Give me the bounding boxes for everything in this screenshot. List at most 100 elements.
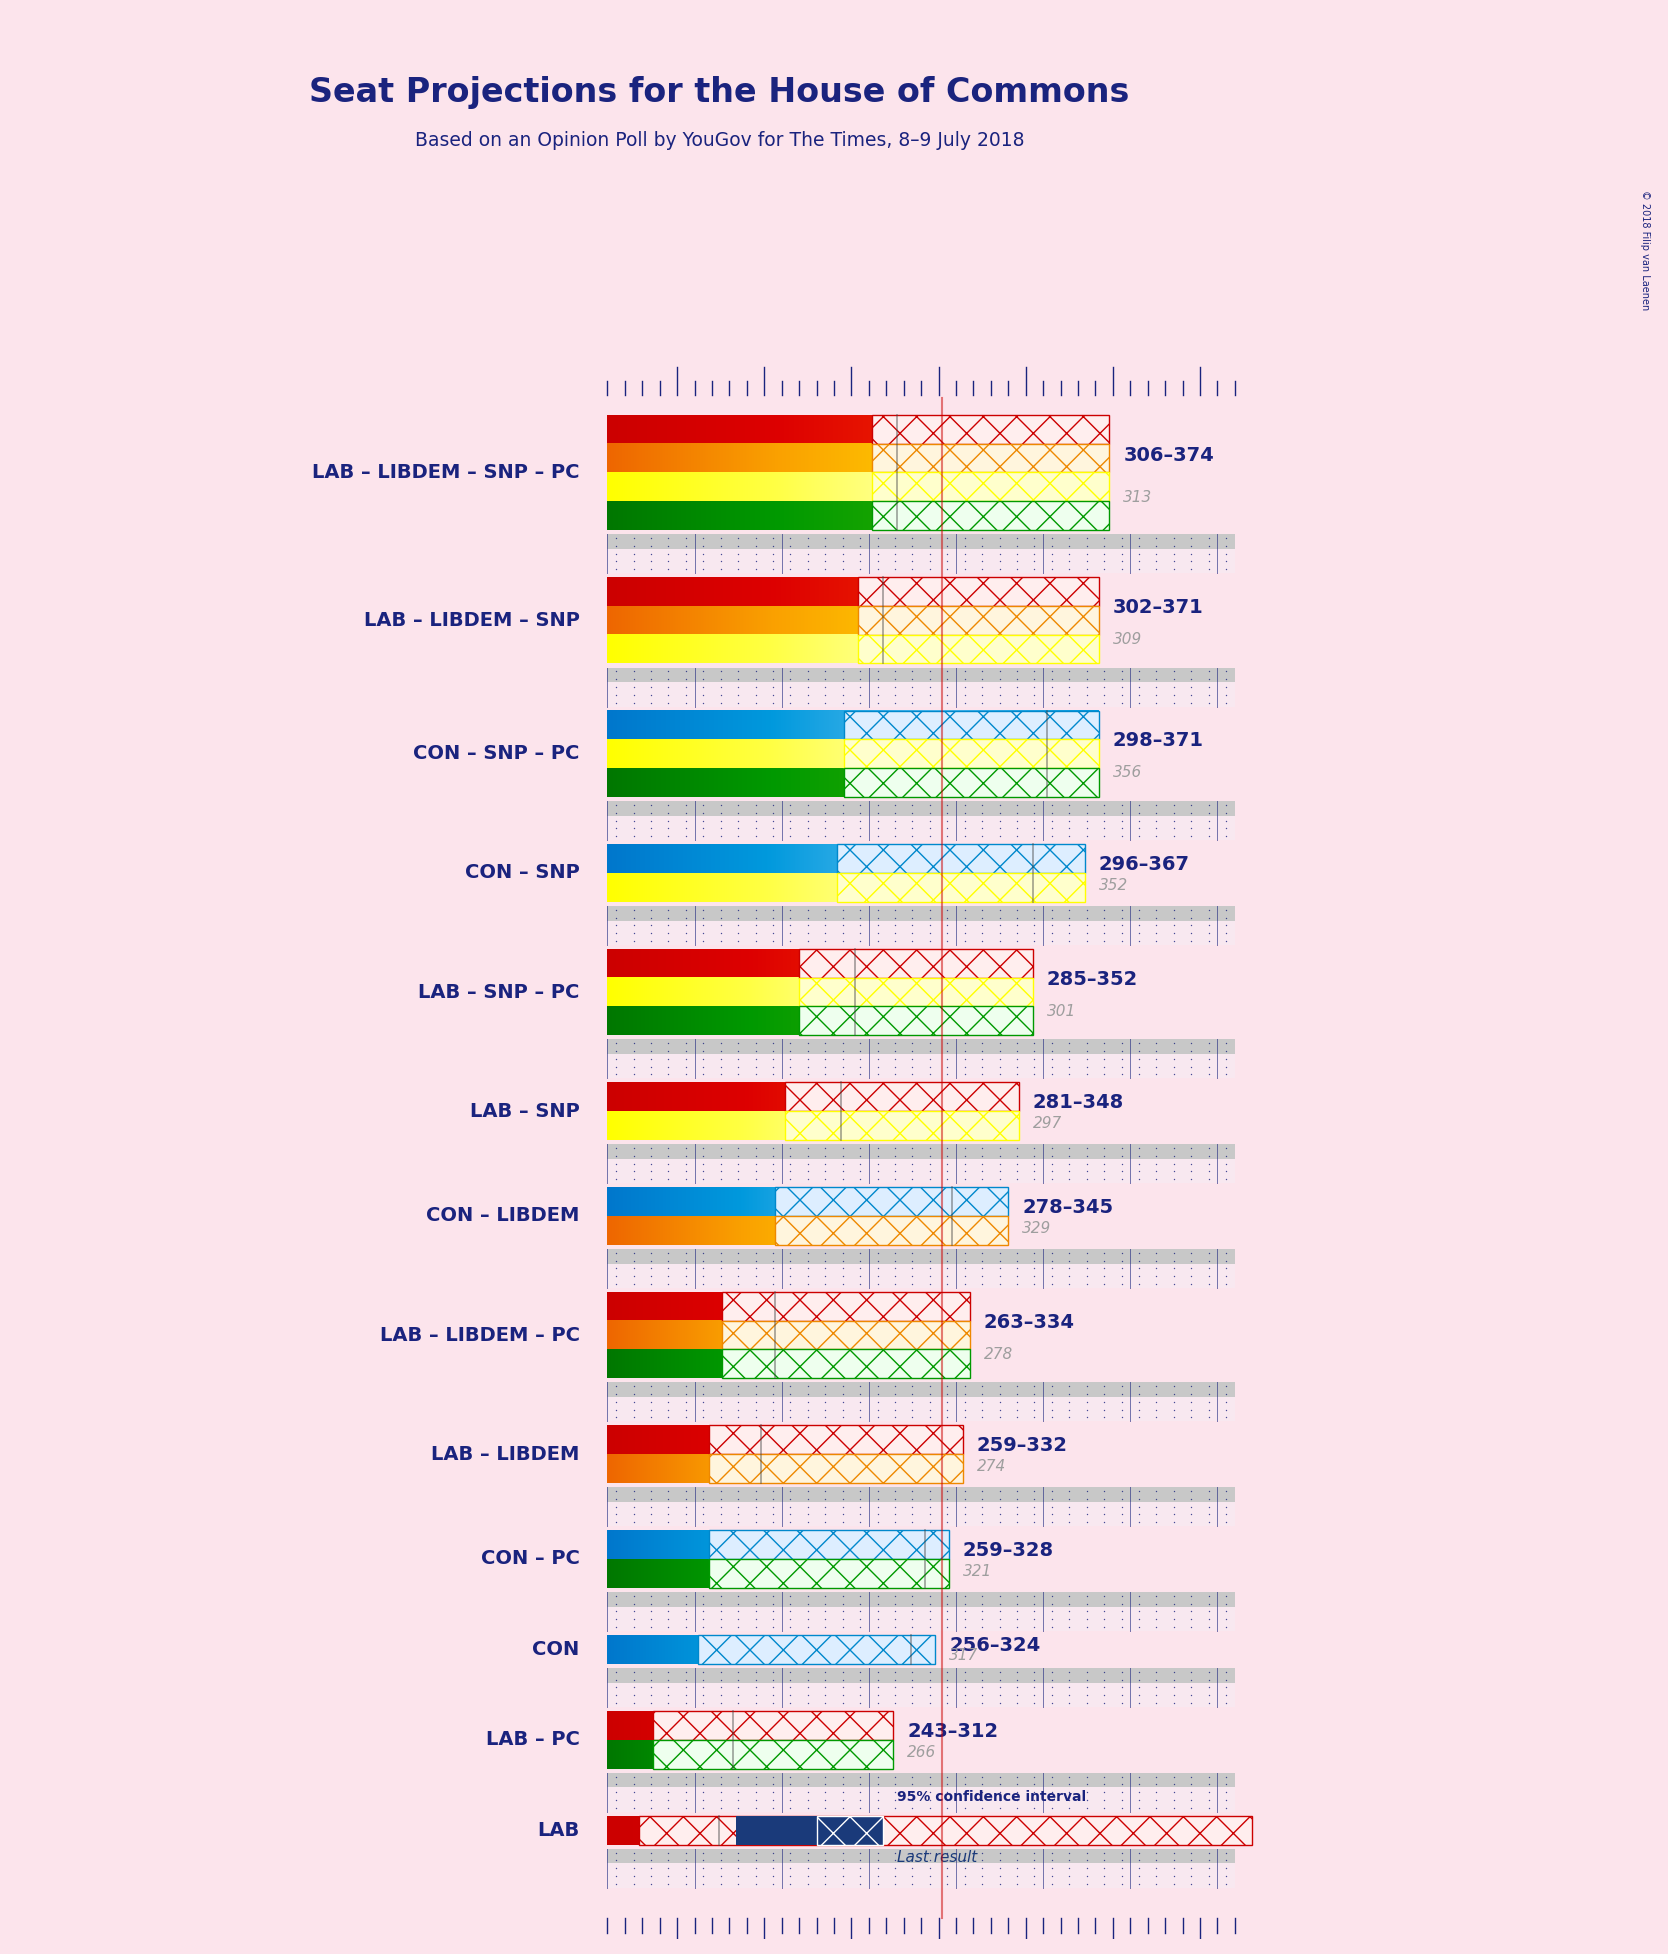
Text: LAB – LIBDEM – SNP: LAB – LIBDEM – SNP xyxy=(364,612,579,629)
Bar xyxy=(607,817,1234,840)
Bar xyxy=(736,1815,882,1845)
Bar xyxy=(607,1669,1234,1682)
Text: 302–371: 302–371 xyxy=(1113,598,1204,617)
Text: CON – LIBDEM: CON – LIBDEM xyxy=(427,1206,579,1225)
Text: LAB: LAB xyxy=(537,1821,579,1839)
Bar xyxy=(872,444,1109,473)
Bar xyxy=(607,1053,1234,1079)
Text: LAB – SNP – PC: LAB – SNP – PC xyxy=(419,983,579,1002)
Bar xyxy=(859,635,1099,664)
Bar xyxy=(607,801,1234,817)
Bar xyxy=(607,920,1234,946)
Bar xyxy=(607,1788,1234,1811)
Text: 239–: 239– xyxy=(652,1817,702,1835)
Text: 95% confidence interval: 95% confidence interval xyxy=(897,1790,1086,1804)
Text: 297: 297 xyxy=(1032,1116,1063,1131)
Bar xyxy=(607,1682,1234,1708)
Bar xyxy=(799,977,1032,1006)
Text: 306–374: 306–374 xyxy=(1123,446,1214,465)
Text: © 2018 Filip van Laenen: © 2018 Filip van Laenen xyxy=(1640,190,1650,311)
Bar xyxy=(786,1083,1019,1112)
Bar xyxy=(817,1815,882,1845)
Text: 285–352: 285–352 xyxy=(1046,969,1138,989)
Text: 262: 262 xyxy=(652,1829,682,1845)
Text: CON – SNP: CON – SNP xyxy=(465,864,579,883)
Text: 278–345: 278–345 xyxy=(1022,1198,1113,1217)
Bar xyxy=(774,1215,1007,1245)
Bar xyxy=(607,1397,1234,1421)
Bar xyxy=(607,1040,1234,1053)
Text: LAB – LIBDEM – SNP – PC: LAB – LIBDEM – SNP – PC xyxy=(312,463,579,483)
Bar xyxy=(607,1606,1234,1632)
Text: 281–348: 281–348 xyxy=(1032,1092,1124,1112)
Bar xyxy=(872,414,1109,444)
Text: Last result: Last result xyxy=(897,1850,977,1864)
Text: 313: 313 xyxy=(1123,490,1153,506)
Bar xyxy=(844,711,1099,739)
Bar xyxy=(872,473,1109,500)
Bar xyxy=(799,1006,1032,1036)
Bar xyxy=(722,1350,969,1378)
Text: 329: 329 xyxy=(1022,1221,1051,1237)
Bar xyxy=(607,1381,1234,1397)
Text: 298–371: 298–371 xyxy=(1113,731,1204,750)
Text: 309: 309 xyxy=(1113,631,1143,647)
Text: 317: 317 xyxy=(949,1649,977,1663)
Bar xyxy=(722,1292,969,1321)
Text: LAB – LIBDEM: LAB – LIBDEM xyxy=(432,1444,579,1464)
Bar xyxy=(607,1864,1234,1888)
Bar xyxy=(709,1426,962,1454)
Bar xyxy=(607,533,1234,549)
Bar xyxy=(872,500,1109,530)
Bar xyxy=(607,1249,1234,1264)
Text: Based on an Opinion Poll by YouGov for The Times, 8–9 July 2018: Based on an Opinion Poll by YouGov for T… xyxy=(415,131,1024,150)
Text: 243–312: 243–312 xyxy=(907,1721,999,1741)
Bar xyxy=(607,1264,1234,1288)
Bar xyxy=(699,1635,936,1663)
Text: 274: 274 xyxy=(977,1460,1006,1475)
Text: 259–332: 259–332 xyxy=(977,1436,1068,1456)
Text: CON: CON xyxy=(532,1639,579,1659)
Bar xyxy=(709,1530,949,1559)
Bar xyxy=(652,1739,894,1768)
Text: LAB – PC: LAB – PC xyxy=(485,1729,579,1749)
Bar xyxy=(722,1321,969,1350)
Text: 263–334: 263–334 xyxy=(984,1313,1074,1333)
Text: Seat Projections for the House of Commons: Seat Projections for the House of Common… xyxy=(309,76,1129,109)
Bar xyxy=(607,682,1234,707)
Bar xyxy=(607,907,1234,920)
Bar xyxy=(844,768,1099,797)
Bar xyxy=(607,668,1234,682)
Bar xyxy=(799,950,1032,977)
Bar xyxy=(709,1454,962,1483)
Text: 256–324: 256–324 xyxy=(949,1635,1041,1655)
Bar xyxy=(607,1145,1234,1159)
Text: with median: with median xyxy=(897,1817,994,1831)
Text: 301: 301 xyxy=(1046,1004,1076,1018)
Bar xyxy=(607,549,1234,573)
Text: 266: 266 xyxy=(907,1745,936,1761)
Text: 356: 356 xyxy=(1113,766,1143,780)
Bar xyxy=(607,1772,1234,1788)
Bar xyxy=(837,873,1084,901)
Bar xyxy=(639,1815,1253,1845)
Bar xyxy=(607,1487,1234,1503)
Text: 321: 321 xyxy=(962,1563,992,1579)
Text: CON – PC: CON – PC xyxy=(480,1550,579,1569)
Text: LAB – LIBDEM – PC: LAB – LIBDEM – PC xyxy=(380,1325,579,1344)
Text: LAB – SNP: LAB – SNP xyxy=(470,1102,579,1122)
Bar xyxy=(607,1159,1234,1182)
Bar xyxy=(607,1593,1234,1606)
Bar xyxy=(837,844,1084,873)
Bar xyxy=(844,739,1099,768)
Text: 296–367: 296–367 xyxy=(1099,854,1189,873)
Bar xyxy=(859,606,1099,635)
Bar xyxy=(607,1848,1234,1864)
Text: 259–328: 259–328 xyxy=(962,1542,1054,1559)
Bar xyxy=(607,1503,1234,1526)
Bar xyxy=(709,1559,949,1589)
Bar xyxy=(652,1712,894,1739)
Text: CON – SNP – PC: CON – SNP – PC xyxy=(414,744,579,764)
Bar xyxy=(774,1188,1007,1215)
Text: 352: 352 xyxy=(1099,877,1128,893)
